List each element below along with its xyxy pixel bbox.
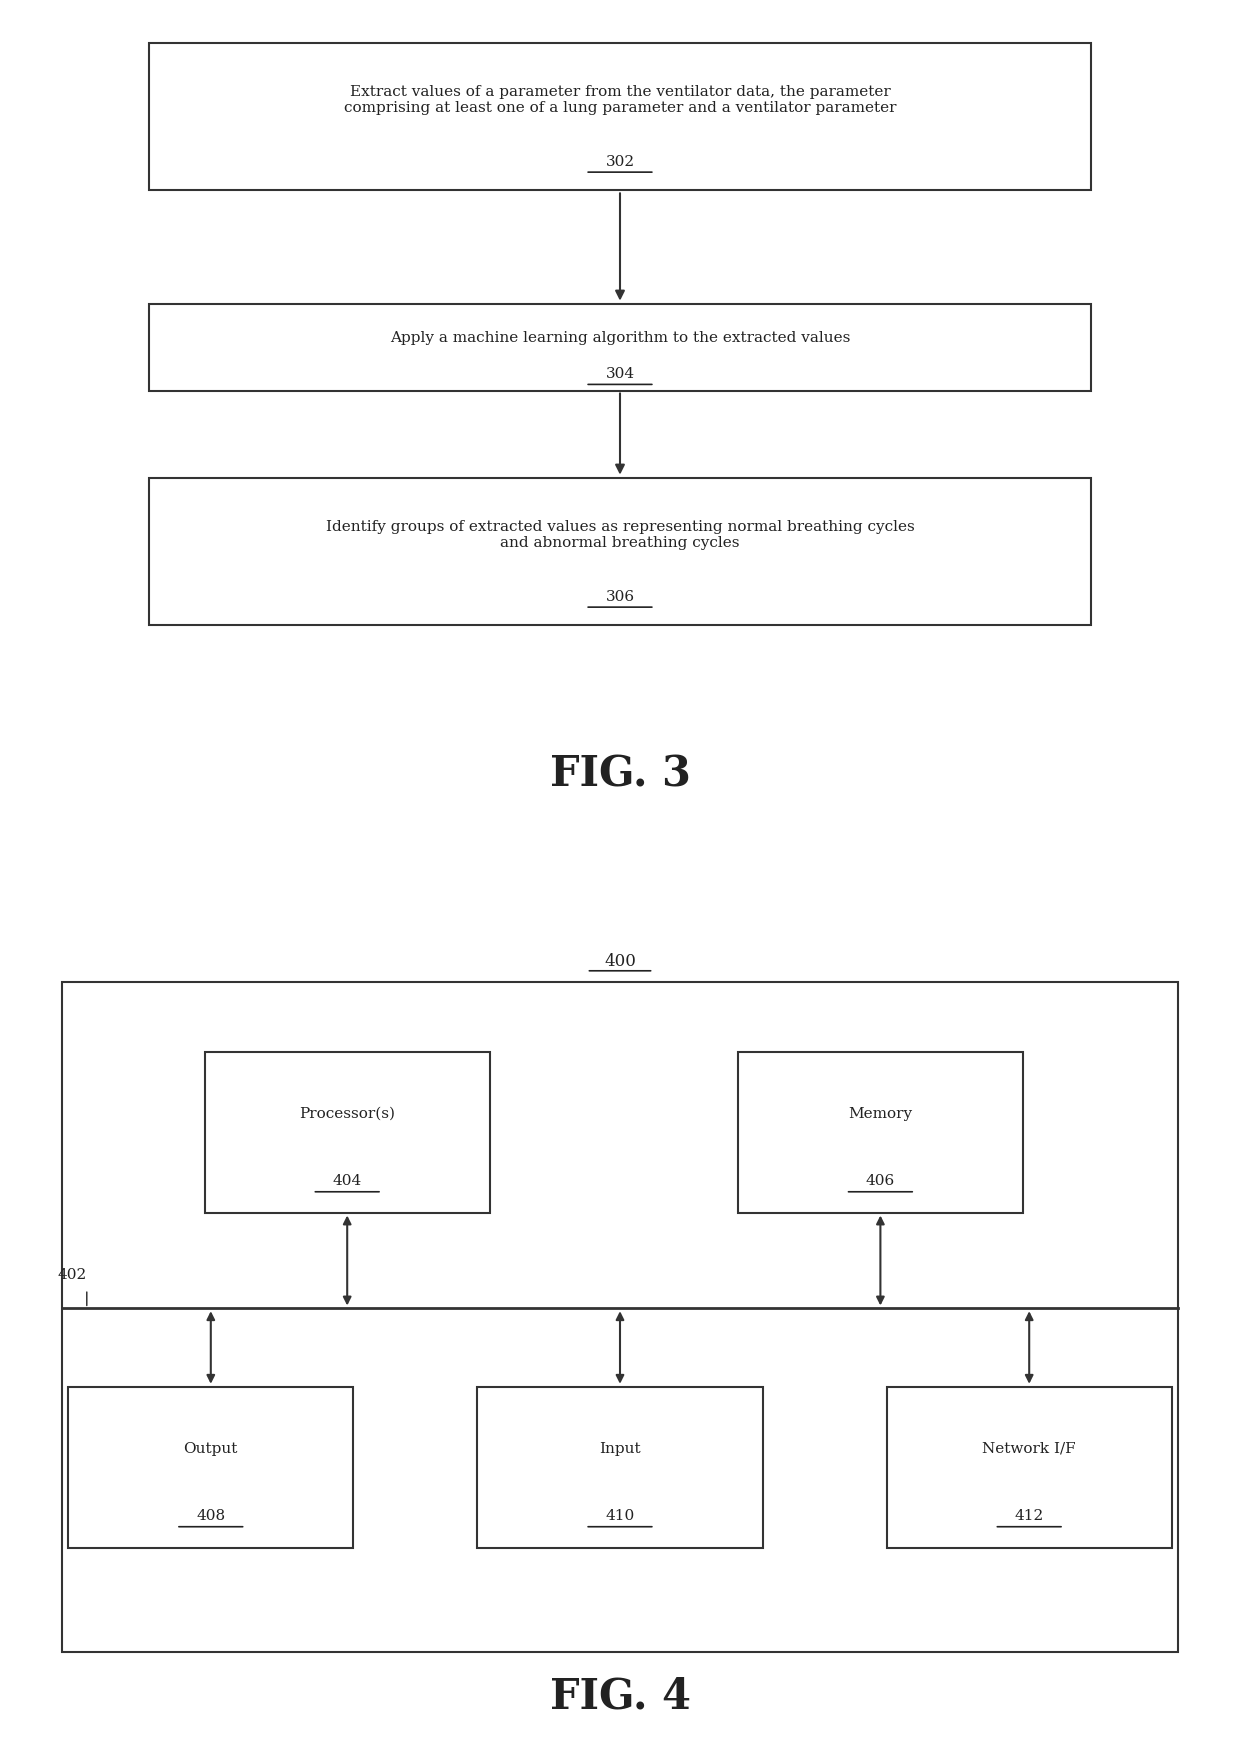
FancyBboxPatch shape bbox=[887, 1388, 1172, 1548]
Text: Extract values of a parameter from the ventilator data, the parameter
comprising: Extract values of a parameter from the v… bbox=[343, 85, 897, 115]
Text: 406: 406 bbox=[866, 1174, 895, 1188]
FancyBboxPatch shape bbox=[62, 983, 1178, 1652]
Text: 410: 410 bbox=[605, 1508, 635, 1523]
Text: 400: 400 bbox=[604, 953, 636, 969]
Text: 404: 404 bbox=[332, 1174, 362, 1188]
Text: FIG. 3: FIG. 3 bbox=[549, 753, 691, 795]
Text: Input: Input bbox=[599, 1442, 641, 1456]
FancyBboxPatch shape bbox=[738, 1052, 1023, 1214]
FancyBboxPatch shape bbox=[149, 43, 1091, 191]
Text: Apply a machine learning algorithm to the extracted values: Apply a machine learning algorithm to th… bbox=[389, 330, 851, 344]
Text: 302: 302 bbox=[605, 155, 635, 169]
Text: 408: 408 bbox=[196, 1508, 226, 1523]
Text: Output: Output bbox=[184, 1442, 238, 1456]
FancyBboxPatch shape bbox=[205, 1052, 490, 1214]
Text: 412: 412 bbox=[1014, 1508, 1044, 1523]
Text: 306: 306 bbox=[605, 590, 635, 603]
Text: FIG. 4: FIG. 4 bbox=[549, 1675, 691, 1716]
FancyBboxPatch shape bbox=[477, 1388, 763, 1548]
Text: Identify groups of extracted values as representing normal breathing cycles
and : Identify groups of extracted values as r… bbox=[326, 520, 914, 550]
Text: Network I/F: Network I/F bbox=[982, 1442, 1076, 1456]
Text: 304: 304 bbox=[605, 367, 635, 381]
Text: Processor(s): Processor(s) bbox=[299, 1106, 396, 1120]
Text: Memory: Memory bbox=[848, 1106, 913, 1120]
Text: 402: 402 bbox=[57, 1266, 87, 1282]
FancyBboxPatch shape bbox=[68, 1388, 353, 1548]
FancyBboxPatch shape bbox=[149, 478, 1091, 626]
FancyBboxPatch shape bbox=[149, 304, 1091, 391]
